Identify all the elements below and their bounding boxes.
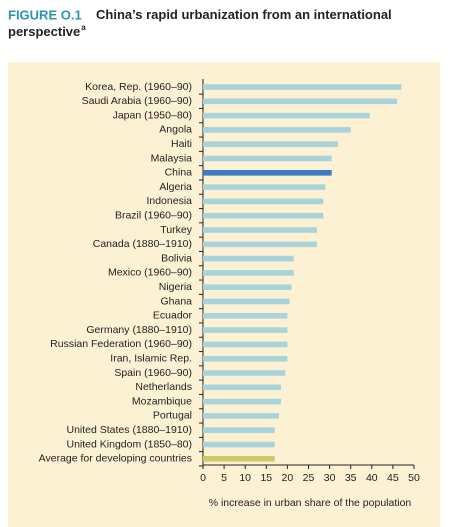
- y-tick-label: Turkey: [160, 224, 192, 236]
- title-note: a: [81, 23, 86, 32]
- y-tick-label: United Kingdom (1850–80): [67, 438, 193, 450]
- x-tick-label: 20: [282, 472, 294, 484]
- y-tick-label: Malaysia: [151, 152, 193, 164]
- y-tick-label: Ghana: [160, 295, 192, 307]
- bar: [203, 427, 275, 433]
- x-tick-label: 10: [239, 472, 251, 484]
- bar: [203, 241, 317, 248]
- y-tick-label: Russian Federation (1960–90): [50, 338, 192, 350]
- bar: [203, 227, 317, 233]
- bar: [203, 313, 288, 319]
- bar: [203, 370, 286, 376]
- y-tick-label: Brazil (1960–90): [115, 209, 192, 221]
- bar: [203, 327, 288, 333]
- x-tick-label: 40: [366, 472, 378, 484]
- y-tick-label: Indonesia: [146, 195, 192, 207]
- bar: [203, 355, 288, 362]
- figure-label: FIGURE O.1: [8, 7, 82, 22]
- y-tick-label: Portugal: [153, 410, 192, 422]
- bar: [203, 127, 351, 133]
- y-tick-label: Canada (1880–1910): [93, 238, 192, 250]
- y-tick-label: Mozambique: [132, 395, 192, 407]
- bar: [203, 184, 326, 190]
- y-tick-label: Haiti: [171, 138, 192, 150]
- y-tick-label: Nigeria: [159, 281, 192, 293]
- bar: [203, 398, 282, 405]
- bar: [203, 413, 279, 419]
- bar: [203, 456, 275, 462]
- bar: [203, 298, 290, 305]
- y-tick-label: Algeria: [159, 181, 192, 193]
- x-tick-label: 25: [303, 472, 315, 484]
- bar: [203, 198, 324, 205]
- y-tick-label: Germany (1880–1910): [86, 324, 192, 336]
- bar: [203, 170, 332, 176]
- bar: [203, 270, 294, 276]
- x-tick-label: 35: [345, 472, 357, 484]
- bar: [203, 112, 370, 119]
- x-tick-label: 50: [408, 472, 420, 484]
- y-tick-label: Ecuador: [153, 310, 193, 322]
- y-tick-label: Japan (1950–80): [113, 109, 192, 121]
- y-tick-label: China: [165, 167, 193, 179]
- bar: [203, 384, 282, 391]
- y-tick-label: Bolivia: [161, 252, 192, 264]
- x-tick-label: 5: [221, 472, 227, 484]
- y-tick-label: Angola: [159, 124, 192, 136]
- x-tick-label: 30: [324, 472, 336, 484]
- y-tick-label: Korea, Rep. (1960–90): [85, 81, 192, 93]
- x-tick-label: 15: [260, 472, 272, 484]
- bar: [203, 341, 288, 348]
- bar: [203, 255, 294, 262]
- bar: [203, 441, 275, 448]
- bar: [203, 155, 332, 162]
- bar: [203, 212, 324, 219]
- y-tick-label: Iran, Islamic Rep.: [110, 352, 192, 364]
- x-axis-label: % increase in urban share of the populat…: [209, 497, 412, 509]
- bar: [203, 98, 398, 105]
- x-tick-label: 45: [387, 472, 399, 484]
- y-tick-label: Netherlands: [135, 381, 192, 393]
- bar: [203, 284, 292, 290]
- chart-title: China’s rapid urbanization from an inter…: [8, 7, 392, 39]
- y-tick-label: Average for developing countries: [39, 453, 192, 465]
- bar: [203, 84, 402, 90]
- y-tick-label: Spain (1960–90): [114, 367, 192, 379]
- y-tick-label: Mexico (1960–90): [108, 267, 192, 279]
- panel: [8, 62, 440, 527]
- bar: [203, 141, 339, 147]
- x-tick-label: 0: [200, 472, 206, 484]
- y-tick-label: Saudi Arabia (1960–90): [82, 95, 192, 107]
- y-tick-label: United States (1880–1910): [66, 424, 192, 436]
